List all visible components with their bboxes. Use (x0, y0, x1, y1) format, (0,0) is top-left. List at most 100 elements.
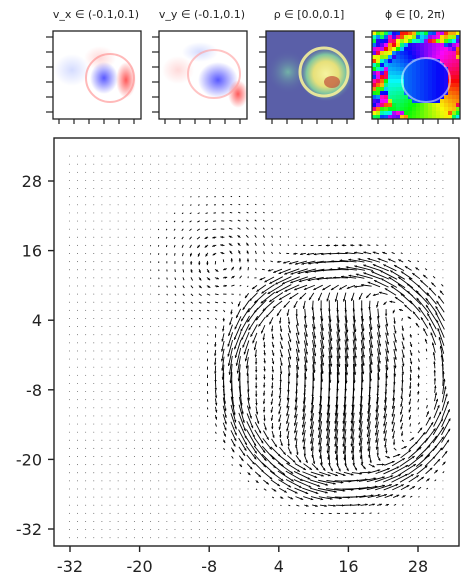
quiver-arrow (342, 412, 347, 432)
quiver-arrow (254, 211, 257, 214)
quiver-arrowhead (396, 466, 400, 469)
quiver-arrowhead (441, 436, 444, 440)
quiver-arrow (246, 203, 249, 206)
quiver-arrow (93, 204, 95, 206)
quiver-arrow (318, 429, 323, 446)
quiver-arrow (288, 512, 290, 514)
quiver-arrow (393, 521, 395, 522)
quiver-arrowhead (377, 494, 381, 497)
quiver-arrow (426, 521, 428, 522)
quiver-arrow (418, 236, 420, 238)
quiver-arrow (326, 412, 331, 432)
quiver-arrow (190, 423, 192, 425)
quiver-arrow (101, 456, 103, 457)
quiver-arrow (85, 456, 87, 457)
quiver-arrow (125, 220, 127, 222)
quiver-arrowhead (363, 251, 366, 254)
quiver-arrowhead (278, 395, 282, 399)
quiver-arrow (166, 374, 168, 376)
quiver-arrow (101, 293, 103, 295)
quiver-arrowhead (248, 327, 251, 331)
quiver-arrowhead (374, 425, 378, 429)
quiver-arrow (150, 204, 152, 206)
quiver-arrowhead (307, 278, 311, 282)
quiver-arrowhead (386, 350, 390, 354)
quiver-arrow (117, 537, 119, 539)
quiver-arrow (426, 171, 428, 173)
quiver-arrowhead (197, 253, 201, 257)
quiver-arrow (142, 228, 143, 230)
quiver-arrowhead (321, 371, 324, 374)
quiver-arrow (385, 179, 387, 181)
quiver-arrow (434, 204, 436, 206)
quiver-arrowhead (383, 408, 386, 411)
quiver-arrow (117, 472, 119, 474)
quiver-arrow (85, 309, 87, 311)
quiver-arrow (133, 326, 135, 328)
quiver-arrowhead (254, 450, 257, 454)
quiver-arrowhead (230, 311, 233, 315)
quiver-arrow (360, 355, 364, 375)
quiver-arrow (68, 301, 70, 303)
quiver-arrow (85, 439, 87, 441)
quiver-arrowhead (304, 315, 307, 319)
quiver-arrow (320, 155, 322, 157)
quiver-arrow (369, 236, 371, 238)
quiver-arrow (385, 155, 387, 157)
quiver-arrow (207, 472, 208, 474)
quiver-arrow (150, 358, 152, 360)
y-tick-label: 16 (22, 242, 42, 261)
quiver-arrow (117, 366, 119, 368)
quiver-arrowhead (354, 355, 357, 359)
quiver-arrow (253, 299, 267, 314)
quiver-arrow (418, 244, 420, 246)
quiver-arrowhead (337, 320, 340, 323)
quiver-arrowhead (353, 372, 357, 375)
quiver-arrow (253, 291, 267, 304)
quiver-arrowhead (264, 279, 268, 283)
quiver-arrow (85, 212, 87, 214)
quiver-arrow (158, 529, 160, 531)
quiver-arrowhead (418, 307, 421, 310)
quiver-arrow (255, 188, 257, 189)
quiver-arrowhead (296, 452, 299, 455)
quiver-arrow (133, 155, 135, 157)
quiver-arrowhead (372, 251, 376, 254)
quiver-arrow (442, 179, 444, 181)
quiver-arrow (438, 336, 445, 354)
quiver-arrowhead (262, 450, 266, 453)
quiver-arrow (363, 272, 382, 280)
quiver-arrow (173, 236, 176, 240)
quiver-arrow (142, 350, 143, 352)
quiver-arrow (278, 479, 292, 488)
quiver-arrowhead (302, 401, 306, 404)
quiver-arrow (312, 324, 316, 339)
quiver-arrow (207, 431, 208, 433)
quiver-arrowhead (428, 416, 431, 420)
quiver-arrowhead (234, 438, 237, 442)
quiver-arrow (442, 277, 444, 279)
quiver-arrow (207, 179, 208, 181)
quiver-arrowhead (254, 300, 257, 304)
quiver-arrowhead (410, 474, 414, 477)
quiver-arrow (350, 486, 370, 490)
quiver-arrowhead (310, 448, 313, 451)
quiver-arrowhead (241, 458, 244, 462)
quiver-arrow (320, 521, 322, 522)
quiver-arrow (369, 171, 371, 173)
quiver-arrowhead (431, 342, 435, 346)
quiver-arrowhead (372, 503, 375, 506)
quiver-arrow (93, 196, 95, 198)
quiver-arrowhead (343, 405, 346, 408)
quiver-arrow (302, 405, 306, 420)
quiver-arrow (271, 512, 273, 514)
quiver-arrow (190, 480, 192, 482)
quiver-arrowhead (444, 451, 448, 454)
quiver-arrowhead (214, 379, 217, 383)
quiver-arrowhead (333, 276, 336, 279)
x-tick-labels: -32 -20 -8 4 16 28 (57, 557, 428, 576)
quiver-arrowhead (305, 360, 308, 364)
quiver-arrow (174, 277, 177, 281)
quiver-arrow (406, 283, 422, 297)
